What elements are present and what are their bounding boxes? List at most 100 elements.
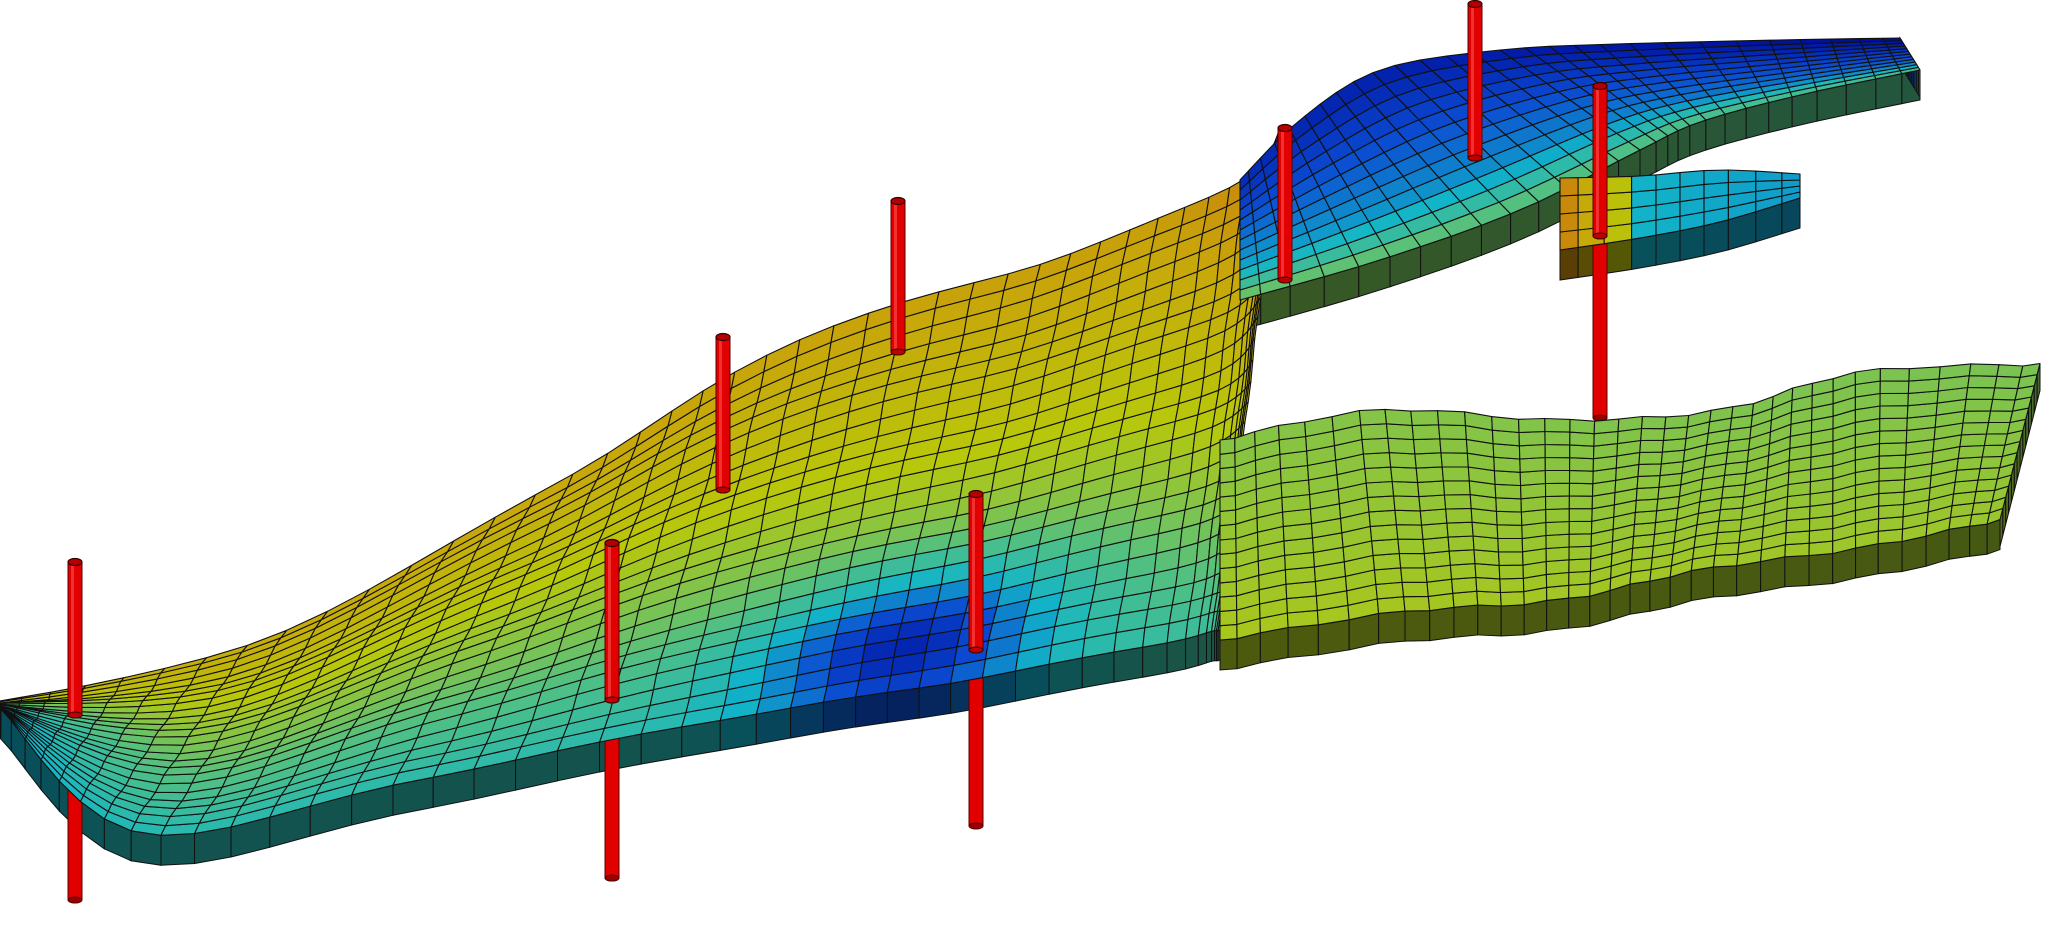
grid-cell [1544,443,1571,459]
grid-cell [1663,41,1705,50]
grid-cell [1495,497,1522,513]
grid-cell [1414,452,1443,469]
grid-cell [1545,571,1570,588]
grid-cell [1636,475,1661,489]
cell-side-face [1603,238,1633,275]
grid-cell [1447,535,1475,552]
grid-cell [1983,433,2009,447]
grid-cell [1559,177,1579,197]
grid-cell [1967,375,1998,389]
well-w5 [890,196,906,356]
cell-side-face [1559,246,1579,281]
grid-cell [1784,542,1810,558]
grid-cell [1699,40,1740,48]
grid-cell [1372,552,1402,571]
grid-cell [1498,564,1524,580]
grid-cell [1436,410,1467,427]
cell-side-face [1760,556,1786,593]
cyan-strip-top [1559,169,1801,251]
grid-cell [1973,489,1996,504]
grid-cell [1727,169,1757,184]
grid-cell [1545,559,1570,575]
cell-side-face [1877,540,1903,575]
grid-cell [1569,418,1596,435]
grid-cell [1544,482,1571,498]
grid-cell [1593,418,1620,435]
grid-cell [1446,521,1474,538]
grid-cell [1390,466,1419,483]
well-w3 [968,489,984,654]
grid-cell [1493,456,1521,473]
grid-cell [1629,42,1670,51]
well-w7 [1467,0,1483,162]
grid-cell [1988,410,2014,424]
grid-cell [1452,590,1479,608]
south-branch-sides [1219,363,2041,671]
grid-cell [1219,552,1237,570]
grid-cell [1373,567,1403,585]
grid-top-surface [0,37,2041,836]
grid-cell [1735,39,1773,47]
grid-cell [1410,410,1440,426]
cell-side-face [1629,580,1651,615]
cell-side-face [1317,619,1350,656]
cell-side-face [1712,565,1738,598]
grid-cell [1714,542,1740,556]
grid-cell [1679,170,1705,188]
grid-cell [1879,392,1909,407]
grid-cell [1769,39,1803,46]
cell-side-face [1679,225,1705,262]
grid-cell [1568,508,1593,523]
grid-cell [1664,414,1690,430]
grid-cell [1448,549,1476,566]
grid-cell [1545,520,1570,537]
grid-cell [1415,466,1444,483]
grid-cell [1544,456,1571,472]
grid-cell [1451,576,1478,594]
grid-cell [1603,207,1633,228]
cell-side-face [1404,610,1431,642]
grid-cell [1476,590,1502,607]
grid-cell [1992,387,2019,401]
main-branch-top [0,129,1281,836]
grid-cell [1491,416,1520,434]
grid-cell [1384,408,1413,426]
grid-cell [1545,533,1570,550]
cell-side-face [130,830,162,866]
wells-below-surface [67,235,1608,904]
grid-cell [154,782,193,794]
grid-cell [1637,463,1662,477]
grid-cell [1403,595,1431,612]
grid-cell [1360,423,1389,441]
grid-cell [1438,424,1467,440]
grid-cell [1879,405,1909,420]
grid-cell [1445,507,1473,524]
grid-cell [1474,563,1501,580]
grid-cell [1878,454,1907,470]
grid-cell [1568,545,1592,561]
grid-cell [1496,524,1523,540]
grid-cell [1878,503,1905,520]
grid-cell [1882,37,1903,42]
grid-cell [1639,439,1665,453]
grid-cell [1559,211,1579,233]
grid-cell [1418,494,1447,512]
grid-cell [1878,479,1906,495]
well-w6 [1277,123,1293,284]
grid-cell [1219,623,1238,641]
grid-cell [1369,524,1399,542]
grid-cell [1544,417,1571,433]
grid-cell [1603,175,1633,195]
grid-cell [1518,430,1546,447]
grid-cell [1712,553,1739,568]
grid-cell [1358,408,1388,426]
grid-cell [1219,566,1237,584]
grid-cell [1219,495,1237,512]
grid-cell [1568,482,1594,497]
grid-cell [1799,38,1833,45]
grid-cell [1662,426,1688,441]
grid-cell [1908,366,1941,382]
grid-cell [1879,417,1908,432]
cell-side-face [822,696,857,733]
